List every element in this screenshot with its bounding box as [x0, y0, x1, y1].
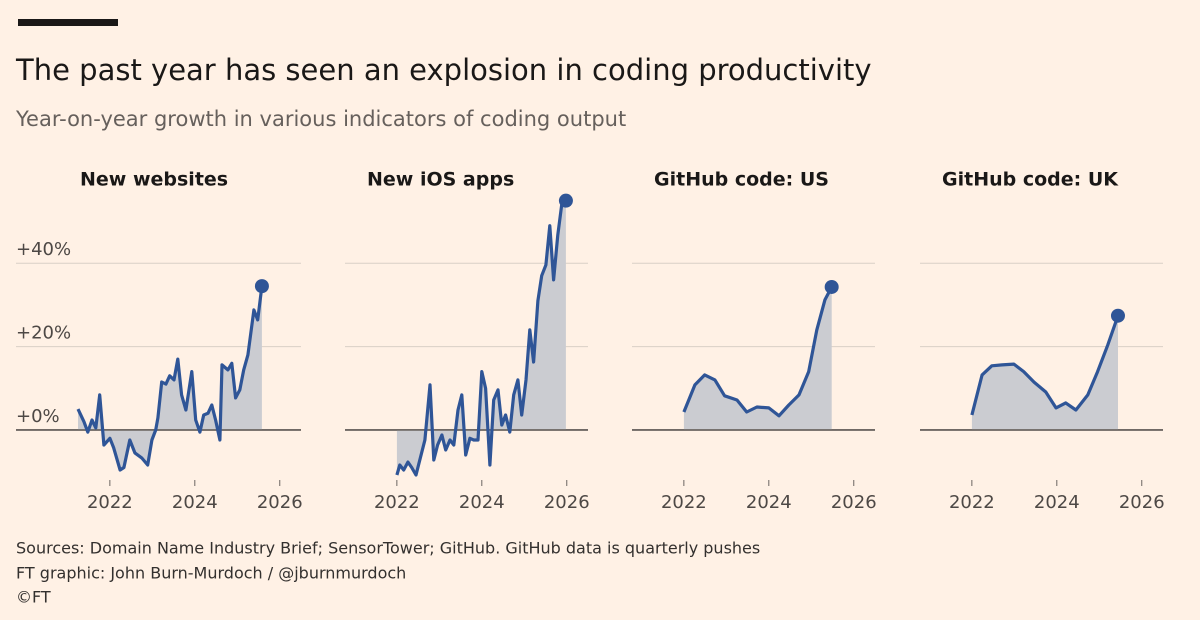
x-tick-label: 2026 [1119, 492, 1165, 513]
x-tick-label: 2024 [172, 492, 218, 513]
x-tick-label: 2026 [544, 492, 590, 513]
credit-note: FT graphic: John Burn-Murdoch / @jburnmu… [16, 564, 406, 583]
panel-title: New iOS apps [367, 169, 514, 191]
chart-title: The past year has seen an explosion in c… [15, 53, 872, 87]
source-note: Sources: Domain Name Industry Brief; Sen… [16, 539, 760, 558]
x-tick-label: 2022 [661, 492, 707, 513]
area [683, 287, 832, 430]
x-tick-label: 2022 [949, 492, 995, 513]
x-tick-label: 2022 [374, 492, 420, 513]
brand-bar [18, 19, 118, 26]
end-dot [254, 279, 269, 294]
copyright-note: ©FT [16, 588, 51, 607]
area [971, 315, 1118, 430]
y-tick-label: +40% [16, 239, 71, 260]
x-tick-label: 2024 [746, 492, 792, 513]
panel-title: GitHub code: US [654, 169, 829, 191]
x-tick-label: 2022 [87, 492, 133, 513]
x-tick-label: 2026 [831, 492, 877, 513]
line [395, 199, 568, 477]
chart-subtitle: Year-on-year growth in various indicator… [15, 107, 626, 131]
y-tick-label: +0% [16, 406, 60, 427]
end-dot [558, 193, 573, 208]
x-tick-label: 2026 [257, 492, 303, 513]
line [76, 285, 264, 472]
line [970, 315, 1120, 416]
x-tick-label: 2024 [1034, 492, 1080, 513]
line [682, 286, 834, 418]
end-dot [824, 279, 839, 294]
panel-title: New websites [80, 169, 228, 191]
end-dot [1110, 308, 1125, 323]
panel-title: GitHub code: UK [942, 169, 1119, 191]
area [396, 200, 566, 475]
y-tick-label: +20% [16, 323, 71, 344]
x-tick-label: 2024 [459, 492, 505, 513]
